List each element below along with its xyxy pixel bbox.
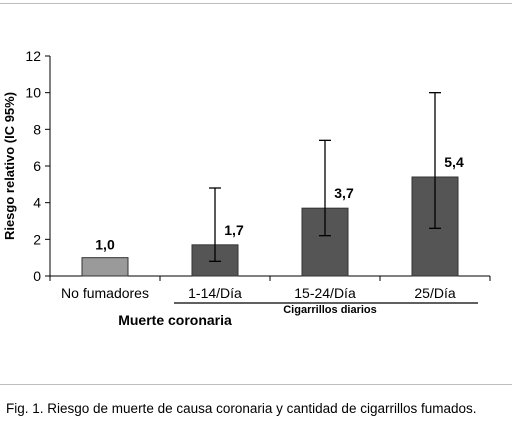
top-rule: [0, 3, 512, 4]
data-label: 1,0: [95, 237, 115, 253]
y-tick-label: 2: [33, 231, 41, 247]
x-tick-label: 15-24/Día: [294, 285, 356, 301]
x-tick-label: 25/Día: [414, 285, 455, 301]
bar: [81, 257, 129, 277]
group-label-smokers: Cigarrillos diarios: [283, 304, 377, 316]
figure-caption: Fig. 1. Riesgo de muerte de causa corona…: [6, 401, 477, 416]
x-tick-label: No fumadores: [61, 285, 149, 301]
y-tick-label: 0: [33, 268, 41, 284]
y-axis-label: Riesgo relativo (IC 95%): [2, 92, 17, 240]
data-label: 1,7: [224, 222, 244, 238]
y-tick-label: 8: [33, 121, 41, 137]
data-label: 5,4: [444, 154, 464, 170]
y-tick-label: 10: [25, 85, 41, 101]
y-tick-label: 4: [33, 195, 41, 211]
bottom-rule: [0, 384, 512, 385]
y-tick-label: 12: [25, 48, 41, 64]
group-label-outcome: Muerte coronaria: [118, 312, 232, 328]
bar-chart: 0 2 4 6 8 10 12 Riesgo relativo (IC 95%) 1,0 No f…: [2, 48, 491, 328]
x-tick-label: 1-14/Día: [188, 285, 242, 301]
data-label: 3,7: [334, 185, 354, 201]
y-tick-label: 6: [33, 158, 41, 174]
